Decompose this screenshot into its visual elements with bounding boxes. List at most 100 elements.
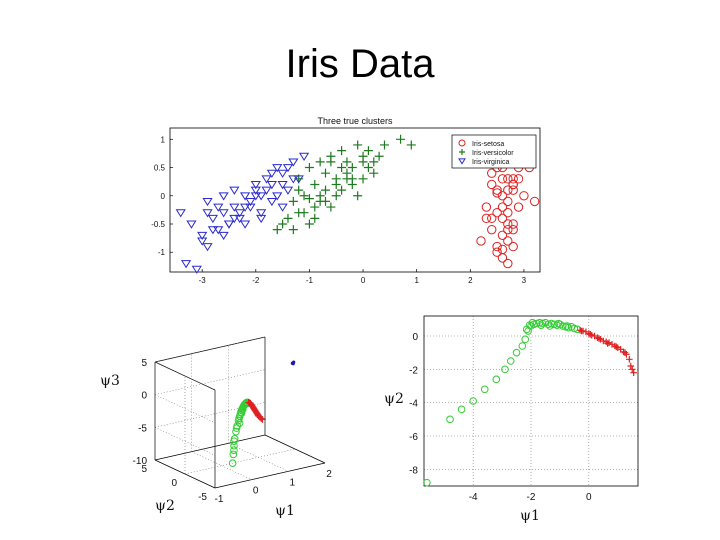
data-point: [518, 342, 527, 350]
data-point: [175, 209, 186, 218]
data-point: [508, 179, 518, 190]
data-point: [492, 188, 502, 198]
grid-line: [154, 427, 216, 456]
data-point: [202, 197, 213, 207]
plot-frame: [169, 127, 541, 273]
y-tick-label: 0: [253, 486, 259, 497]
data-point: [630, 369, 637, 376]
data-point: [288, 196, 298, 206]
y-tick-label: 2: [326, 469, 332, 480]
chart-title: Three true clusters: [317, 116, 393, 126]
x-axis-label: ψ1: [520, 508, 540, 524]
data-point: [310, 213, 320, 223]
data-point: [266, 181, 277, 190]
data-point: [337, 185, 347, 195]
data-point: [256, 214, 267, 224]
data-point: [513, 174, 524, 184]
data-point: [508, 241, 518, 252]
data-point: [321, 168, 331, 178]
legend-label: Iris-virginica: [472, 159, 509, 166]
data-point: [299, 208, 309, 218]
data-point: [358, 174, 368, 184]
data-point: [492, 375, 501, 384]
data-point: [272, 164, 283, 173]
data-point: [423, 478, 431, 487]
data-point: [294, 185, 304, 195]
legend-marker: [458, 158, 466, 165]
data-point: [497, 202, 508, 212]
data-point: [191, 265, 202, 274]
data-point: [230, 437, 238, 445]
data-point: [202, 243, 213, 252]
z-tick-label: 0: [141, 391, 147, 402]
data-point: [229, 186, 240, 195]
data-point: [207, 214, 219, 224]
data-point: [292, 360, 296, 364]
data-point: [599, 337, 607, 345]
psi-scatter-chart: -4 -2 0 0 -2 -4 -6 -8 ψ1 ψ2: [384, 315, 639, 524]
data-point: [234, 209, 245, 218]
data-point: [627, 362, 635, 370]
data-point: [550, 320, 558, 329]
data-point: [266, 197, 277, 207]
data-point: [492, 241, 502, 252]
data-point: [358, 157, 368, 167]
x-tick-label: -4: [469, 492, 478, 503]
data-point: [487, 179, 497, 190]
data-point: [508, 185, 518, 195]
x-tick-label: -2: [527, 492, 536, 503]
data-point: [497, 230, 508, 240]
x-tick-label: 0: [586, 492, 592, 503]
data-point: [497, 244, 508, 255]
grid-line: [154, 394, 216, 423]
data-point: [481, 213, 492, 224]
grid-line: [184, 448, 296, 475]
data-point: [554, 319, 563, 328]
data-point: [228, 459, 237, 467]
data-point: [497, 191, 508, 201]
grid-line: [154, 369, 266, 395]
legend-marker: [458, 139, 466, 147]
grid-line: [154, 336, 266, 363]
data-point: [374, 151, 384, 161]
data-point: [283, 213, 293, 223]
legend-label: Iris-setosa: [472, 141, 504, 148]
data-point: [259, 416, 266, 423]
data-point: [321, 185, 331, 195]
data-point: [586, 331, 594, 338]
data-point: [213, 203, 224, 212]
data-point: [508, 219, 518, 229]
data-point: [282, 186, 294, 195]
data-point: [519, 191, 529, 201]
data-point: [363, 163, 373, 173]
data-point: [288, 158, 299, 167]
data-point: [492, 185, 502, 195]
data-point: [229, 203, 240, 212]
data-point: [508, 224, 518, 235]
data-point: [293, 175, 304, 184]
data-point: [561, 323, 570, 331]
x-tick-label: 0: [171, 478, 177, 489]
data-point: [304, 194, 314, 204]
data-point: [503, 236, 513, 246]
y-tick-label: 0: [161, 192, 166, 201]
data-point: [321, 196, 331, 206]
x-tick-label: -2: [252, 276, 260, 285]
data-point: [232, 427, 240, 436]
data-point: [347, 174, 357, 184]
data-point: [595, 335, 603, 342]
data-point: [604, 340, 611, 347]
data-point: [396, 134, 406, 144]
data-point: [256, 209, 267, 218]
data-point: [277, 181, 288, 190]
x-tick-label: 0: [361, 276, 366, 285]
z-tick-label: -5: [138, 423, 147, 434]
x-axis-label: ψ2: [155, 498, 175, 514]
axis-edge: [214, 462, 326, 489]
data-point: [235, 419, 244, 427]
data-point: [497, 213, 508, 224]
axis-edge: [264, 434, 326, 464]
y-tick-label: -0.5: [151, 220, 165, 229]
x-tick-label: -5: [198, 492, 207, 503]
z-tick-label: -10: [133, 456, 148, 467]
